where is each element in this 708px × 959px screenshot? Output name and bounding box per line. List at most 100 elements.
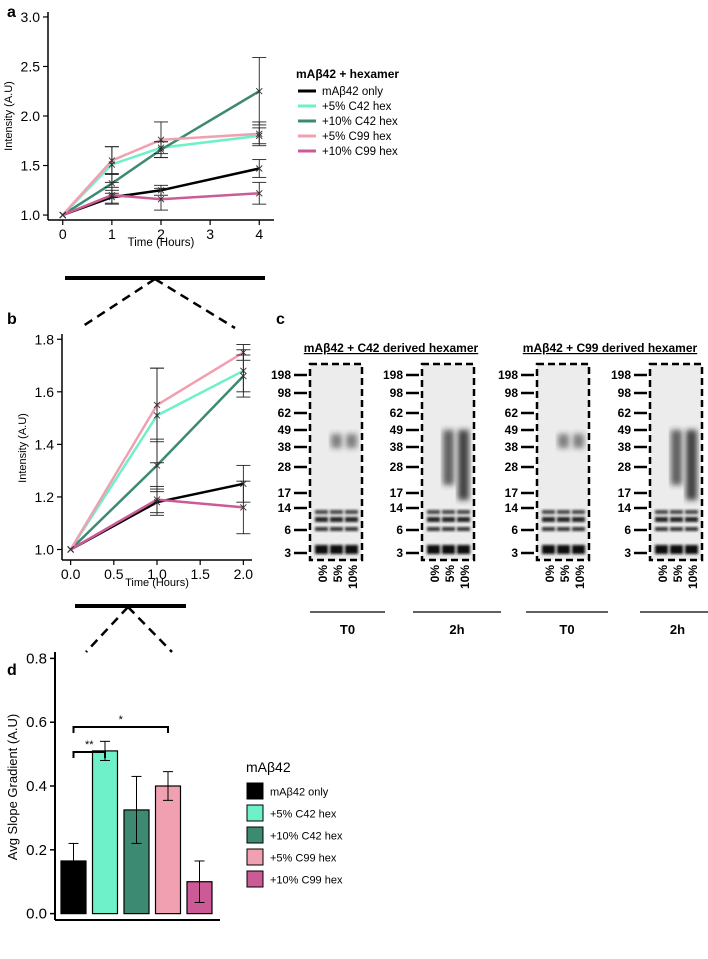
- point-marker-stroke: [108, 191, 116, 199]
- gel-band-6kda: [330, 527, 343, 531]
- gel-band-3kda: [670, 545, 683, 554]
- gel-lane-label-0: 0%: [543, 565, 557, 583]
- gel-timepoint-2h: 2h: [449, 622, 464, 637]
- gel-band-3kda: [345, 545, 358, 554]
- gel-border: [420, 362, 476, 562]
- gel-mw-label-198: 198: [611, 368, 631, 382]
- gel-band-14kda: [685, 517, 698, 522]
- chart-d-bar-5-c99-hex: [154, 785, 182, 915]
- legend-a-label-ma-42-only: mAβ42 only: [322, 86, 383, 98]
- gel-band-17kda: [457, 510, 470, 514]
- point-marker-stroke: [153, 462, 161, 469]
- gel-oligomer-smear: [331, 434, 342, 448]
- gel-timepoint-2h: 2h: [670, 622, 685, 637]
- chart-a-xlabel: Time (Hours): [128, 237, 195, 249]
- gel-mw-label-6: 6: [624, 523, 631, 537]
- gel-lane-label-10: 10%: [346, 565, 360, 589]
- gel-mw-label-6: 6: [284, 523, 291, 537]
- gel-oligomer-smear: [671, 430, 682, 485]
- gel-mw-label-62: 62: [390, 406, 404, 420]
- chart-d-significance-bracket: [72, 751, 106, 758]
- gel-band-3kda: [572, 545, 585, 554]
- zoom-line-left-b: [85, 606, 129, 653]
- legend-d-swatch-10-c99-hex: [246, 870, 264, 888]
- chart-d-significance-label: *: [119, 714, 124, 726]
- point-marker-stroke: [108, 180, 116, 187]
- chart-d-legend-title: mAβ42: [246, 759, 291, 775]
- chart-b-xlabel: Time (Hours): [125, 577, 189, 589]
- chart-d-ytick-label: 0.4: [26, 778, 47, 795]
- legend-a-label-5-c42-hex: +5% C42 hex: [322, 101, 392, 113]
- gel-band-3kda: [457, 545, 470, 554]
- zoom-line-right-a: [154, 277, 236, 330]
- gel-band-3kda: [685, 545, 698, 554]
- gel-band-17kda: [345, 510, 358, 514]
- gel-band-14kda: [442, 517, 455, 522]
- chart-a-point-10-c99-hex: [59, 211, 67, 219]
- gel-band-3kda: [315, 545, 328, 554]
- gel-mw-label-3: 3: [511, 546, 518, 560]
- chart-a-point-5-c99-hex: [157, 136, 165, 144]
- gel-lane-label-5: 5%: [671, 565, 685, 583]
- chart-a: 1.0 1.5 2.0 2.5 3.0 0 1 2 3 4 Time (Hours) Intens…: [3, 9, 399, 249]
- chart-a-legend-title: mAβ42 + hexamer: [296, 67, 399, 81]
- gel-lane-label-10: 10%: [573, 565, 587, 589]
- gel-band-6kda: [655, 527, 668, 531]
- chart-b-ytick-label: 1.8: [35, 331, 55, 347]
- gel-band-14kda: [330, 517, 343, 522]
- gel-mw-label-14: 14: [618, 501, 632, 515]
- gel-mw-label-28: 28: [505, 460, 519, 474]
- gel-mw-label-98: 98: [618, 386, 632, 400]
- gel-band-3kda: [330, 545, 343, 554]
- legend-d-swatch-5-c99-hex: [246, 848, 264, 866]
- gel-band-17kda: [330, 510, 343, 514]
- chart-d-significance-bracket: [72, 726, 169, 733]
- gel-lane-label-0: 0%: [656, 565, 670, 583]
- gel-mw-label-38: 38: [505, 440, 519, 454]
- chart-a-point-ma-42-only: [255, 165, 263, 172]
- gel-band-14kda: [427, 517, 440, 522]
- chart-d-ytick-label: 0.8: [26, 650, 47, 667]
- gel-mw-label-28: 28: [278, 460, 292, 474]
- chart-d: 0.00.20.40.60.8*** Avg Slope Gradient (A…: [5, 650, 343, 922]
- gel-band-6kda: [345, 527, 358, 531]
- gel-band-17kda: [557, 510, 570, 514]
- gel-oligomer-smear: [346, 434, 357, 448]
- gel-band-17kda: [315, 510, 328, 514]
- chart-b-ytick-label: 1.6: [35, 384, 55, 400]
- chart-b-point-5-c99-hex: [153, 401, 161, 409]
- gel-band-6kda: [670, 527, 683, 531]
- gel-lane-label-0: 0%: [428, 565, 442, 583]
- gel-mw-label-17: 17: [390, 486, 404, 500]
- gel-band-14kda: [572, 517, 585, 522]
- gel-mw-label-3: 3: [624, 546, 631, 560]
- gel-mw-label-28: 28: [618, 460, 632, 474]
- legend-d-label-ma-42-only: mAβ42 only: [270, 787, 329, 799]
- gel-mw-label-3: 3: [396, 546, 403, 560]
- point-marker-stroke: [157, 136, 165, 144]
- gel-mw-label-198: 198: [383, 368, 403, 382]
- gel-band-3kda: [542, 545, 555, 554]
- chart-b-point-10-c42-hex: [153, 462, 161, 469]
- chart-a-point-5-c99-hex: [255, 130, 263, 138]
- gel-title-c99: mAβ42 + C99 derived hexamer: [523, 341, 698, 355]
- gel-band-6kda: [442, 527, 455, 531]
- gel-title-c42: mAβ42 + C42 derived hexamer: [304, 341, 479, 355]
- point-marker-stroke: [67, 546, 74, 553]
- gel-band-14kda: [345, 517, 358, 522]
- chart-b-point-10-c99-hex: [240, 504, 247, 511]
- gel-band-17kda: [685, 510, 698, 514]
- gel-mw-label-98: 98: [390, 386, 404, 400]
- chart-a-xtick-label: 4: [255, 226, 263, 242]
- point-marker-stroke: [240, 372, 247, 380]
- legend-d-label-5-c99-hex: +5% C99 hex: [270, 853, 337, 865]
- gel-oligomer-smear: [558, 434, 569, 448]
- chart-a-point-10-c42-hex: [108, 180, 116, 187]
- gel-band-17kda: [670, 510, 683, 514]
- chart-d-ytick-label: 0.2: [26, 842, 47, 859]
- gel-band-6kda: [685, 527, 698, 531]
- chart-d-ytick-label: 0.6: [26, 714, 47, 731]
- zoom-indicator-a: [65, 276, 265, 330]
- chart-b-ytick-label: 1.0: [35, 541, 55, 557]
